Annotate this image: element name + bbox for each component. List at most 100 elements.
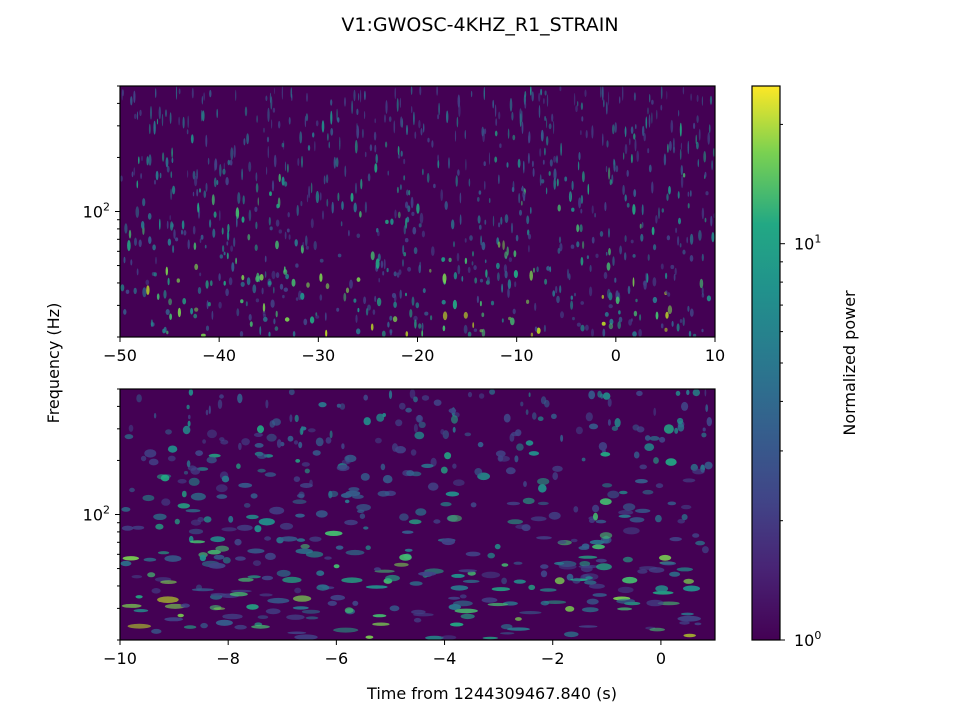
spectrogram-cell	[388, 116, 392, 122]
spectrogram-cell	[516, 443, 524, 451]
spectrogram-cell	[301, 155, 303, 168]
spectrogram-cell	[572, 577, 581, 584]
spectrogram-cell	[292, 499, 307, 505]
spectrogram-cell	[504, 251, 508, 259]
spectrogram-cell	[378, 277, 381, 283]
spectrogram-cell	[447, 514, 462, 522]
spectrogram-cell	[315, 120, 319, 127]
spectrogram-cell	[295, 297, 299, 301]
spectrogram-cell	[391, 292, 397, 299]
spectrogram-cell	[233, 237, 236, 247]
spectrogram-cell	[504, 270, 508, 279]
spectrogram-cell	[528, 584, 536, 591]
x-tick-label: −20	[401, 346, 435, 365]
spectrogram-cell	[240, 281, 245, 287]
spectrogram-cell	[689, 233, 694, 245]
spectrogram-cell	[415, 508, 427, 516]
spectrogram-cell	[602, 328, 606, 337]
spectrogram-cell	[358, 93, 360, 101]
spectrogram-cell	[370, 251, 375, 261]
spectrogram-cell	[255, 298, 260, 303]
spectrogram-cell	[136, 268, 139, 276]
bottom-panel: −10 −8 −6 −4 −2 0 102	[83, 388, 716, 668]
spectrogram-cell	[683, 578, 694, 584]
spectrogram-cell	[473, 328, 478, 332]
spectrogram-cell	[348, 487, 360, 492]
spectrogram-cell	[484, 219, 487, 225]
spectrogram-cell	[430, 457, 437, 467]
spectrogram-cell	[348, 229, 350, 237]
spectrogram-cell	[131, 575, 143, 579]
spectrogram-cell	[503, 264, 507, 273]
spectrogram-cell	[699, 278, 704, 289]
spectrogram-cell	[559, 285, 562, 294]
spectrogram-cell	[660, 86, 663, 100]
spectrogram-cell	[701, 328, 704, 333]
spectrogram-cell	[160, 580, 177, 584]
spectrogram-cell	[405, 292, 407, 297]
spectrogram-cell	[374, 144, 377, 153]
spectrogram-cell	[682, 173, 686, 178]
spectrogram-cell	[622, 556, 633, 563]
spectrogram-cell	[689, 308, 694, 317]
spectrogram-cell	[711, 232, 715, 243]
spectrogram-cell	[464, 129, 466, 140]
spectrogram-cell	[382, 271, 385, 276]
spectrogram-cell	[668, 185, 671, 195]
spectrogram-cell	[636, 426, 645, 433]
spectrogram-cell	[399, 97, 401, 108]
spectrogram-cell	[165, 309, 170, 315]
spectrogram-cell	[278, 173, 281, 183]
spectrogram-cell	[589, 539, 605, 545]
spectrogram-cell	[652, 591, 674, 595]
spectrogram-cell	[512, 134, 516, 141]
spectrogram-cell	[499, 143, 502, 148]
spectrogram-cell	[632, 277, 635, 287]
spectrogram-cell	[210, 592, 227, 596]
spectrogram-cell	[207, 562, 226, 569]
spectrogram-cell	[622, 503, 636, 511]
spectrogram-cell	[538, 92, 541, 102]
spectrogram-cell	[330, 594, 346, 601]
spectrogram-cell	[392, 316, 398, 323]
spectrogram-cell	[511, 186, 515, 193]
spectrogram-cell	[537, 416, 544, 422]
spectrogram-cell	[155, 88, 157, 99]
spectrogram-cell	[123, 256, 126, 264]
spectrogram-cell	[136, 394, 142, 403]
spectrogram-cell	[619, 96, 621, 104]
spectrogram-cell	[199, 272, 202, 277]
spectrogram-cell	[356, 504, 371, 511]
spectrogram-cell	[595, 558, 607, 563]
bottom-y-axis: 102	[83, 388, 120, 641]
spectrogram-cell	[409, 581, 423, 586]
spectrogram-cell	[639, 314, 642, 321]
spectrogram-cell	[580, 256, 584, 266]
spectrogram-cell	[404, 548, 413, 552]
spectrogram-cell	[675, 390, 681, 396]
spectrogram-cell	[162, 152, 165, 162]
spectrogram-cell	[624, 235, 627, 243]
spectrogram-cell	[300, 483, 313, 488]
spectrogram-cell	[544, 90, 547, 96]
spectrogram-cell	[484, 128, 487, 135]
spectrogram-cell	[161, 498, 171, 506]
spectrogram-cell	[134, 113, 137, 119]
spectrogram-cell	[436, 86, 438, 96]
spectrogram-cell	[666, 90, 668, 100]
spectrogram-cell	[211, 194, 215, 206]
spectrogram-cell	[539, 148, 542, 157]
spectrogram-cell	[540, 88, 543, 96]
spectrogram-cell	[146, 156, 149, 166]
spectrogram-cell	[130, 259, 133, 266]
spectrogram-cell	[680, 175, 684, 189]
spectrogram-cell	[469, 235, 473, 241]
spectrogram-cell	[481, 126, 485, 137]
spectrogram-cell	[221, 527, 237, 532]
spectrogram-cell	[394, 209, 397, 219]
spectrogram-cell	[237, 192, 241, 204]
spectrogram-cell	[241, 216, 245, 223]
spectrogram-cell	[660, 323, 664, 329]
spectrogram-cell	[540, 129, 544, 142]
spectrogram-cell	[246, 514, 259, 520]
